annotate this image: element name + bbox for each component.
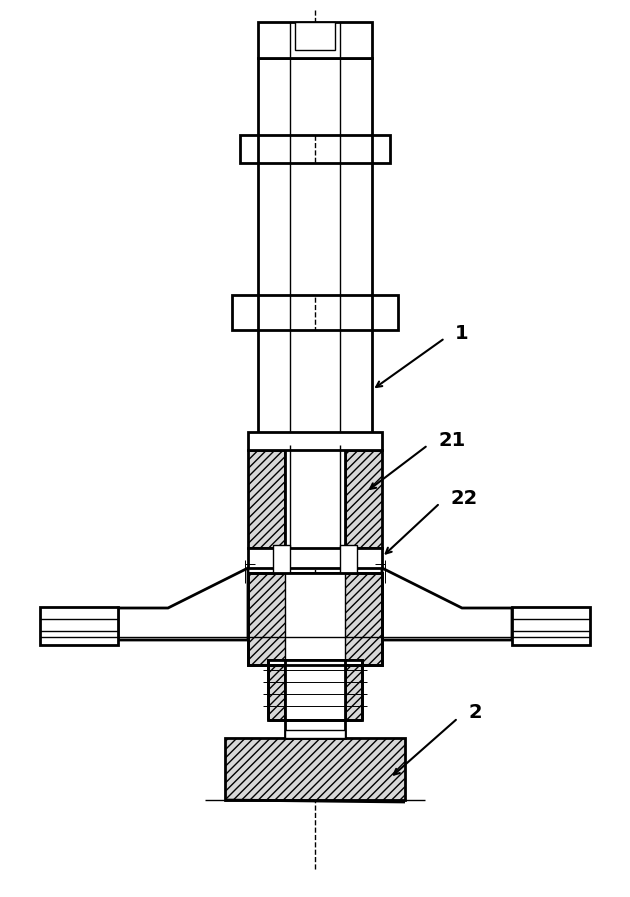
Polygon shape: [372, 295, 398, 330]
Polygon shape: [225, 738, 405, 800]
Polygon shape: [285, 573, 345, 665]
Polygon shape: [345, 660, 362, 720]
Text: 22: 22: [450, 489, 478, 508]
Polygon shape: [248, 450, 285, 548]
Polygon shape: [248, 548, 382, 568]
Polygon shape: [258, 58, 372, 135]
Polygon shape: [285, 730, 345, 738]
Text: 2: 2: [468, 703, 481, 722]
Polygon shape: [512, 607, 590, 645]
Polygon shape: [295, 22, 335, 50]
Polygon shape: [340, 545, 357, 573]
Polygon shape: [240, 135, 258, 163]
Text: 21: 21: [438, 431, 465, 449]
Polygon shape: [268, 660, 362, 665]
Polygon shape: [285, 445, 345, 558]
Polygon shape: [248, 573, 382, 665]
Polygon shape: [268, 660, 285, 720]
Polygon shape: [285, 720, 345, 738]
Polygon shape: [382, 568, 512, 640]
Polygon shape: [345, 450, 382, 548]
Polygon shape: [40, 607, 118, 645]
Polygon shape: [258, 330, 372, 445]
Polygon shape: [248, 432, 382, 450]
Polygon shape: [258, 22, 372, 58]
Polygon shape: [118, 568, 248, 640]
Polygon shape: [232, 295, 258, 330]
Text: 1: 1: [455, 324, 469, 343]
Polygon shape: [273, 545, 290, 573]
Polygon shape: [372, 135, 390, 163]
Polygon shape: [258, 163, 372, 295]
Polygon shape: [285, 660, 345, 720]
